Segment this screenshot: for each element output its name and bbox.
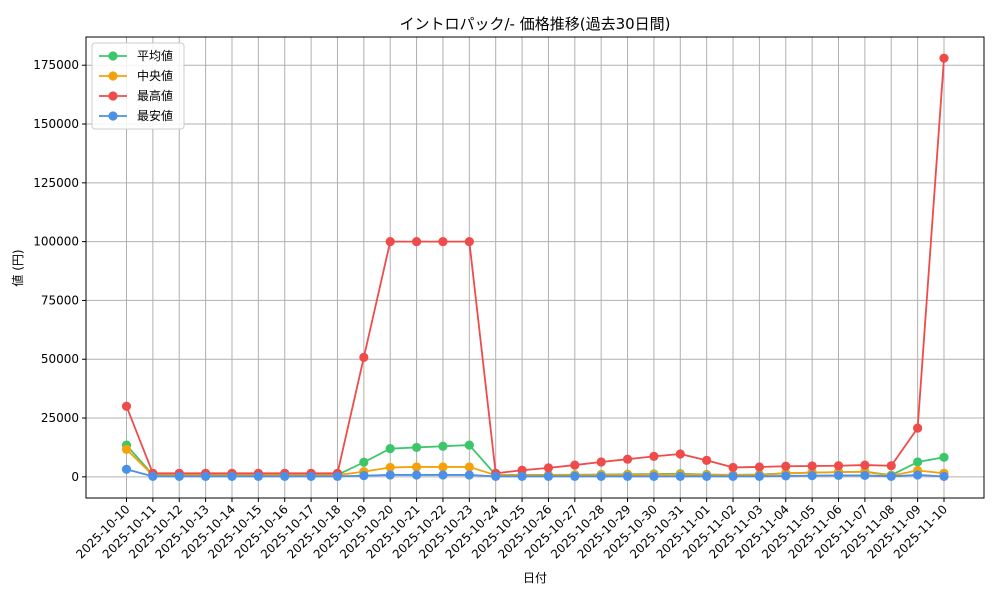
y-tick-label: 25000	[41, 411, 79, 425]
data-point	[913, 423, 923, 433]
data-point	[517, 471, 527, 481]
data-point	[359, 352, 369, 362]
data-point	[833, 461, 844, 471]
data-point	[359, 471, 369, 481]
y-tick-label: 75000	[41, 293, 79, 307]
data-point	[201, 471, 211, 481]
data-point	[227, 471, 237, 481]
legend-marker	[108, 71, 118, 81]
data-point	[385, 444, 395, 454]
x-axis-label: 日付	[523, 571, 547, 585]
legend-marker	[108, 51, 118, 61]
data-point	[306, 471, 316, 481]
data-point	[438, 470, 448, 480]
data-point	[781, 461, 791, 471]
data-point	[913, 470, 923, 480]
data-point	[359, 457, 369, 467]
data-point	[491, 471, 501, 481]
legend-item: 最高値	[99, 88, 173, 103]
data-point	[886, 461, 896, 471]
series-group	[121, 53, 949, 481]
data-point	[675, 471, 685, 481]
data-point	[570, 460, 580, 470]
data-point	[754, 462, 765, 472]
data-point	[121, 464, 132, 474]
legend-marker	[108, 111, 118, 121]
data-point	[939, 452, 949, 462]
y-tick-label: 100000	[33, 235, 79, 249]
data-point	[253, 471, 263, 481]
data-point	[121, 401, 132, 411]
data-point	[939, 471, 949, 481]
data-point	[385, 462, 395, 473]
data-point	[280, 471, 290, 481]
data-point	[411, 237, 422, 247]
data-point	[148, 471, 158, 481]
y-tick-label: 175000	[33, 58, 79, 72]
data-point	[464, 470, 474, 480]
data-point	[860, 460, 870, 470]
data-point	[464, 237, 474, 247]
legend-item: 中央値	[99, 68, 173, 83]
data-point	[411, 462, 422, 472]
data-point	[411, 470, 422, 480]
data-point	[385, 237, 395, 247]
data-point	[754, 471, 765, 481]
data-point	[649, 471, 659, 481]
series-3	[121, 464, 949, 481]
data-point	[438, 462, 448, 472]
y-axis: 0 25000 50000 75000 100000 125000 150000 175000	[33, 58, 86, 484]
legend-item: 平均値	[99, 48, 173, 63]
data-point	[464, 462, 474, 472]
data-point	[807, 471, 817, 481]
data-point	[939, 53, 949, 63]
data-point	[596, 457, 606, 467]
data-point	[622, 454, 633, 464]
y-axis-label: 値 (円)	[10, 249, 25, 286]
y-tick-label: 50000	[41, 352, 79, 366]
data-point	[543, 471, 554, 481]
data-point	[570, 471, 580, 481]
data-point	[728, 471, 738, 481]
data-point	[411, 442, 422, 453]
data-point	[649, 451, 659, 461]
data-point	[385, 470, 395, 480]
data-point	[174, 471, 184, 481]
data-point	[332, 471, 343, 481]
data-point	[807, 461, 817, 471]
data-point	[781, 471, 791, 481]
data-point	[860, 470, 870, 481]
y-tick-label: 150000	[33, 117, 79, 131]
data-point	[702, 471, 712, 481]
data-point	[675, 449, 685, 459]
data-point	[543, 463, 554, 473]
y-tick-label: 0	[71, 470, 79, 484]
legend-label: 最高値	[137, 88, 173, 103]
data-point	[622, 471, 633, 481]
data-point	[728, 462, 738, 473]
legend-marker	[108, 91, 118, 101]
data-point	[121, 444, 132, 454]
legend-box	[91, 42, 185, 130]
plot-area-frame	[85, 36, 985, 499]
legend-label: 平均値	[137, 48, 173, 63]
legend-label: 中央値	[137, 68, 173, 83]
data-point	[596, 471, 606, 481]
data-point	[438, 441, 448, 451]
chart-title: イントロパック/- 価格推移(過去30日間)	[399, 15, 670, 33]
data-point	[438, 237, 448, 247]
data-point	[833, 470, 844, 481]
legend-item: 最安値	[99, 108, 173, 123]
data-point	[702, 455, 712, 465]
data-point	[913, 457, 923, 467]
data-point	[464, 440, 474, 450]
data-point	[886, 471, 896, 481]
legend-label: 最安値	[137, 108, 173, 123]
y-tick-label: 125000	[33, 176, 79, 190]
